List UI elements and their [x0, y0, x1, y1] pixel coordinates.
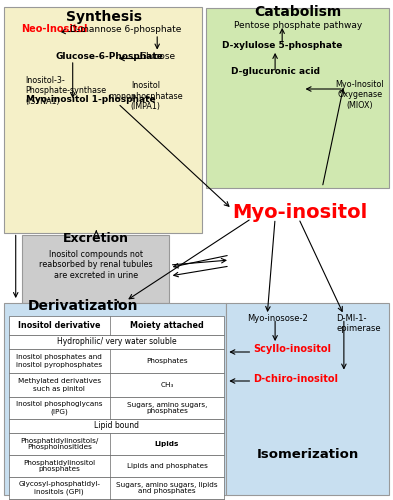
- Text: Lipids: Lipids: [155, 441, 179, 447]
- Text: Lipid bound: Lipid bound: [94, 422, 139, 430]
- Bar: [9, 433, 224, 455]
- Text: Sugars, amino sugars,
phosphates: Sugars, amino sugars, phosphates: [127, 402, 207, 414]
- Text: Scyllo-inositol: Scyllo-inositol: [253, 344, 331, 354]
- Text: Myo-inositol 1-phosphate: Myo-inositol 1-phosphate: [26, 96, 155, 104]
- Text: Myo-inosose-2: Myo-inosose-2: [247, 314, 308, 323]
- Text: Inositol
monophosphatase
(IMPA1): Inositol monophosphatase (IMPA1): [108, 82, 183, 112]
- Text: D-chiro-inositol: D-chiro-inositol: [253, 374, 338, 384]
- Bar: [9, 499, 224, 500]
- Text: Isomerization: Isomerization: [257, 448, 359, 462]
- Text: Inositol phosphoglycans
(IPG): Inositol phosphoglycans (IPG): [16, 401, 103, 414]
- Bar: [4, 8, 202, 232]
- Text: Lipids and phosphates: Lipids and phosphates: [127, 463, 208, 469]
- Text: Moiety attached: Moiety attached: [130, 321, 204, 330]
- Text: Phosphatidylinositol
phosphates: Phosphatidylinositol phosphates: [23, 460, 95, 472]
- Text: Myo-Inositol
Oxygenase
(MIOX): Myo-Inositol Oxygenase (MIOX): [335, 80, 384, 110]
- Bar: [9, 335, 224, 349]
- Bar: [9, 455, 224, 477]
- Text: D-MI-1-
epimerase: D-MI-1- epimerase: [336, 314, 381, 334]
- Text: D-xylulose 5-phosphate: D-xylulose 5-phosphate: [222, 40, 342, 50]
- Bar: [9, 477, 224, 499]
- Text: Catabolism: Catabolism: [254, 6, 342, 20]
- Text: Inositol-3-
Phosphate-synthase
(ISYNA1): Inositol-3- Phosphate-synthase (ISYNA1): [26, 76, 107, 106]
- Text: Synthesis: Synthesis: [66, 10, 142, 24]
- Text: Phosphates: Phosphates: [146, 358, 188, 364]
- Bar: [9, 373, 224, 397]
- Bar: [206, 8, 389, 188]
- Text: Inositol compounds not
reabsorbed by renal tubules
are excreted in urine: Inositol compounds not reabsorbed by ren…: [39, 250, 153, 280]
- Text: Excretion: Excretion: [63, 232, 129, 245]
- Text: Glucose-6-Phosphate: Glucose-6-Phosphate: [55, 52, 163, 61]
- Bar: [9, 349, 224, 373]
- Text: D-glucuronic acid: D-glucuronic acid: [231, 68, 320, 76]
- Bar: [9, 316, 224, 335]
- Text: D-mannose 6-phosphate: D-mannose 6-phosphate: [70, 24, 182, 34]
- Text: Inositol derivative: Inositol derivative: [18, 321, 101, 330]
- Text: Glycosyl-phosphatidyl-
inositols (GPI): Glycosyl-phosphatidyl- inositols (GPI): [18, 481, 100, 494]
- Bar: [226, 302, 389, 495]
- Text: Methylated derivatives
such as pinitol: Methylated derivatives such as pinitol: [18, 378, 101, 392]
- Text: Hydrophilic/ very water soluble: Hydrophilic/ very water soluble: [57, 338, 176, 346]
- Bar: [22, 235, 169, 302]
- Bar: [9, 397, 224, 419]
- Text: Sugars, amino sugars, lipids
and phosphates: Sugars, amino sugars, lipids and phospha…: [116, 482, 218, 494]
- Text: Phosphatidylinositols/
Phosphoinositides: Phosphatidylinositols/ Phosphoinositides: [20, 438, 98, 450]
- Text: CH₃: CH₃: [160, 382, 174, 388]
- Text: Myo-inositol: Myo-inositol: [232, 202, 367, 222]
- Bar: [9, 419, 224, 433]
- Text: Inositol phosphates and
inositol pyrophosphates: Inositol phosphates and inositol pyropho…: [16, 354, 102, 368]
- Text: Pentose phosphate pathway: Pentose phosphate pathway: [234, 21, 362, 30]
- Text: Glucose: Glucose: [139, 52, 175, 61]
- Bar: [4, 302, 226, 495]
- Text: Neo-Inositol: Neo-Inositol: [22, 24, 88, 34]
- Text: Derivatization: Derivatization: [27, 299, 138, 313]
